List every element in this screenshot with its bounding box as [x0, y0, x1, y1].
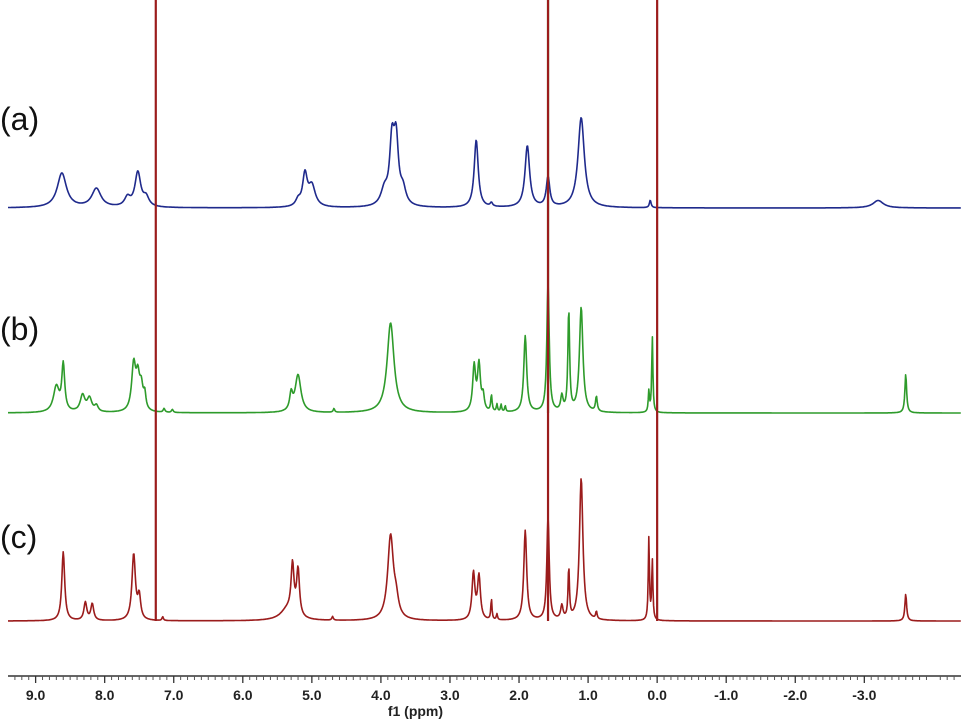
x-tick-label: 2.0	[509, 687, 529, 703]
x-tick-label: 6.0	[233, 687, 253, 703]
x-tick-label: 9.0	[26, 687, 46, 703]
spectrum-trace-b	[7, 279, 962, 414]
x-tick-label: -3.0	[852, 687, 876, 703]
trace-label-c: (c)	[0, 519, 37, 555]
x-axis: 9.0 8.0 7.0 6.0 5.0 4.0 3.0 2.0 1.0 0.0 -1.0 -2.0 -3…	[8, 675, 961, 719]
spectra-traces	[7, 117, 962, 622]
truncated-solvent-lines	[154, 0, 659, 621]
spectrum-trace-a	[7, 117, 962, 209]
x-tick-label: 5.0	[302, 687, 322, 703]
x-tick-label: 8.0	[95, 687, 115, 703]
x-axis-tick-labels: 9.0 8.0 7.0 6.0 5.0 4.0 3.0 2.0 1.0 0.0 -1.0 -2.0 -3…	[26, 687, 877, 703]
spectrum-trace-c	[7, 478, 962, 622]
x-tick-label: 0.0	[647, 687, 667, 703]
x-tick-label: 4.0	[371, 687, 391, 703]
x-axis-minor-ticks	[14, 676, 955, 680]
x-axis-title: f1 (ppm)	[388, 703, 443, 719]
x-tick-label: 7.0	[164, 687, 184, 703]
x-tick-label: 1.0	[578, 687, 598, 703]
x-tick-label: -1.0	[714, 687, 738, 703]
x-tick-label: -2.0	[783, 687, 807, 703]
x-tick-label: 3.0	[440, 687, 460, 703]
trace-label-b: (b)	[0, 311, 39, 347]
trace-labels: (a) (b) (c)	[0, 101, 39, 555]
trace-label-a: (a)	[0, 101, 39, 137]
x-axis-ticks	[34, 676, 865, 683]
